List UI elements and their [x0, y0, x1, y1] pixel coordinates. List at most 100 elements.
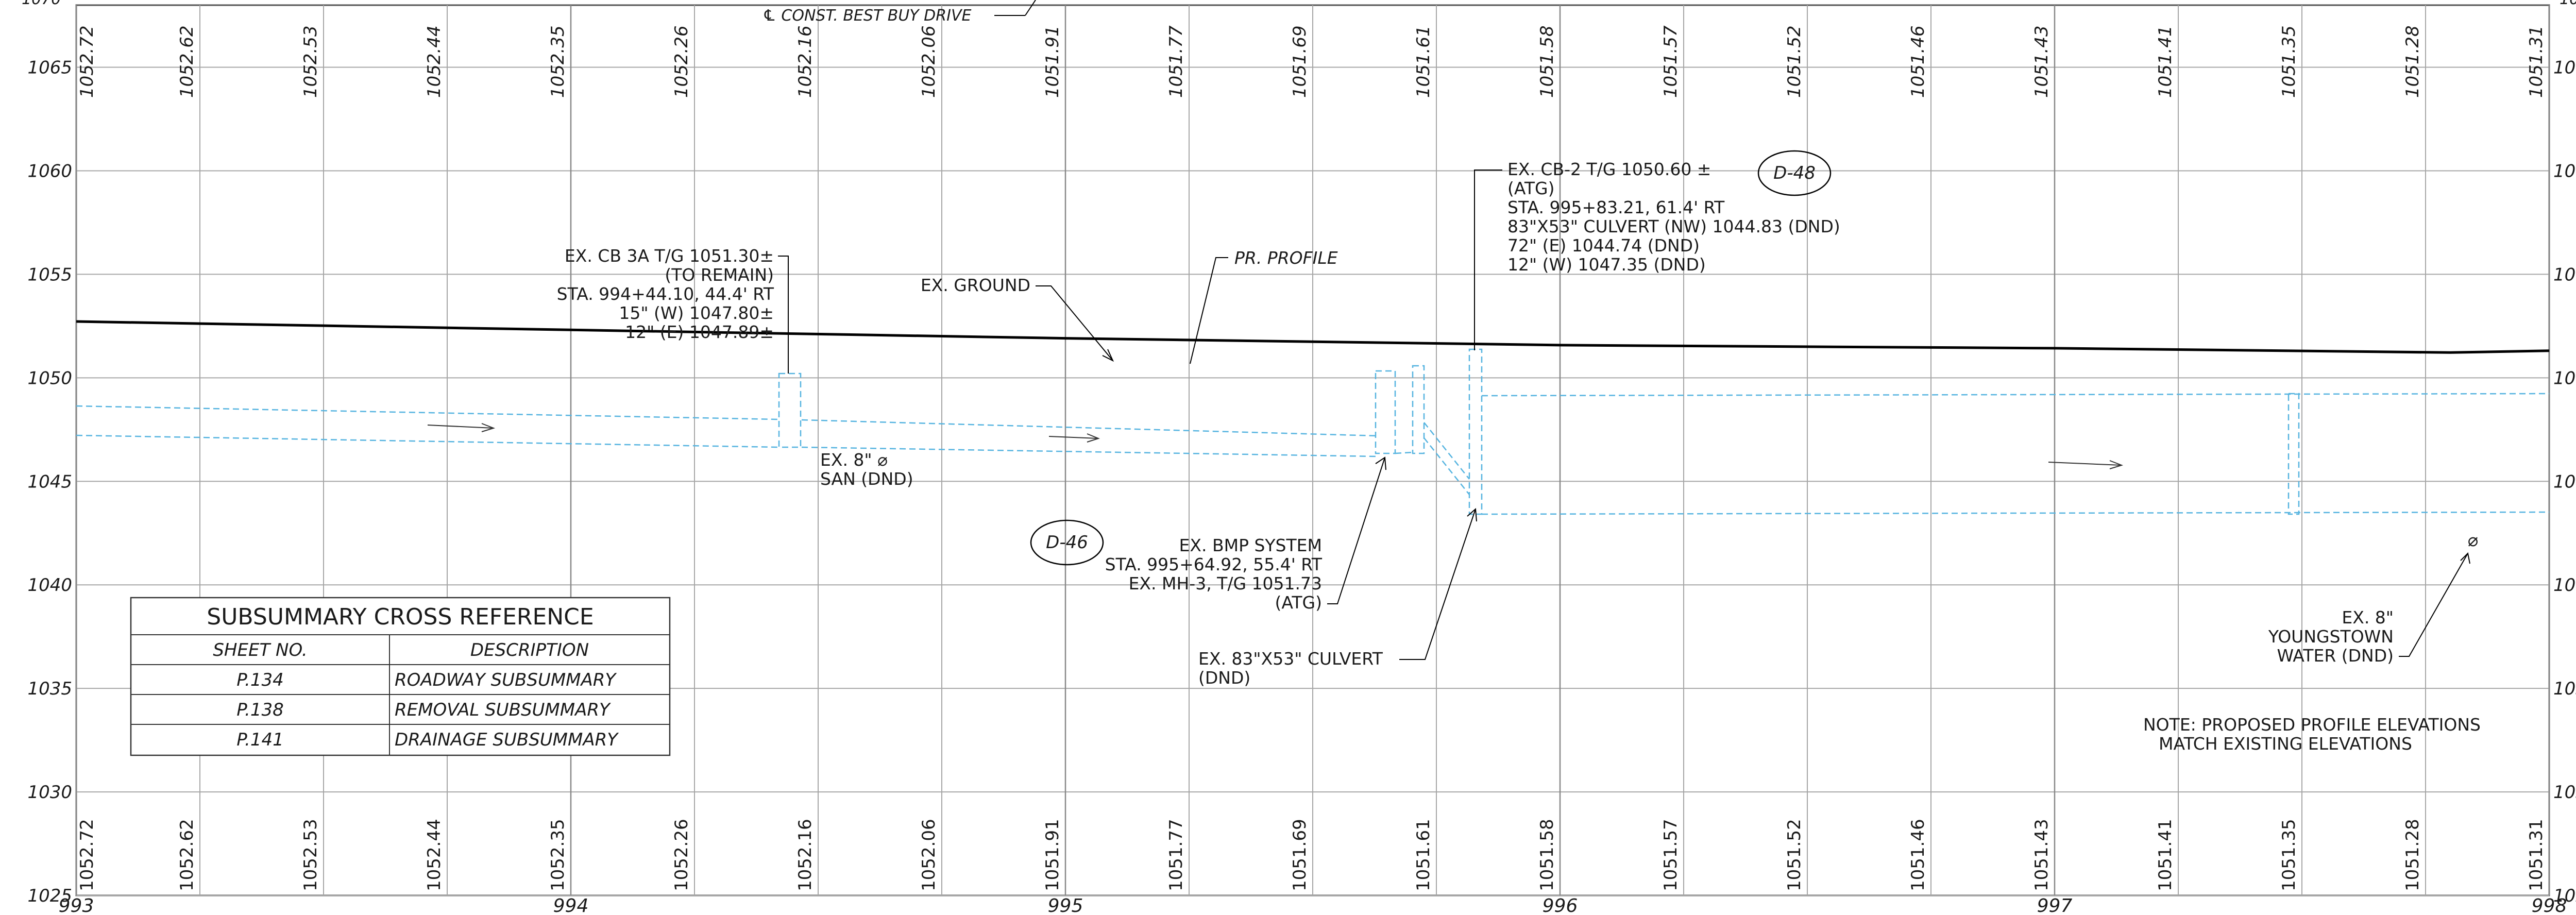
station-label: 993	[59, 895, 94, 915]
table-header-description: DESCRIPTION	[470, 640, 589, 660]
flow-arrow-2	[1048, 436, 1099, 439]
san-line-1: EX. 8" ⌀	[820, 450, 888, 470]
flow-arrow-3	[2048, 462, 2122, 466]
storm-pipe-top-west	[76, 405, 779, 420]
note-line-1: NOTE: PROPOSED PROFILE ELEVATIONS	[2143, 715, 2481, 735]
top-elevation-label: 1051.57	[1660, 25, 1681, 98]
water-line-2: YOUNGSTOWN	[2268, 626, 2394, 647]
d46-tag-outline	[1030, 519, 1104, 566]
bottom-elevation-label: 1052.16	[795, 819, 816, 891]
flow-arrows	[427, 423, 2124, 469]
cb2-line-1: EX. CB-2 T/G 1050.60 ±	[1507, 159, 1711, 179]
profile-grid	[75, 4, 2550, 896]
flow-arrow-1-head	[481, 423, 496, 432]
bottom-elevation-label: 1051.31	[2526, 819, 2547, 891]
flow-arrow-2-head	[1087, 433, 1100, 443]
cb2-line-2: (ATG)	[1507, 178, 1555, 198]
top-elevation-label: 1052.35	[548, 25, 568, 98]
top-elevation-label: 1051.52	[1784, 25, 1805, 98]
bmp-connector-1	[1395, 451, 1413, 454]
san-line-2: SAN (DND)	[820, 469, 913, 489]
table-cell-sheet-1: P.134	[236, 670, 284, 690]
top-elevation-label: 1052.72	[77, 25, 97, 98]
top-elevation-label: 1051.35	[2279, 25, 2299, 98]
culvert-leader	[1399, 509, 1476, 660]
bottom-elevation-label: 1052.26	[671, 819, 692, 891]
top-elevation-label: 1051.58	[1537, 25, 1557, 98]
bottom-elevation-label: 1051.46	[1908, 819, 1928, 891]
d48-tag-outline	[1757, 150, 1832, 196]
elevation-label-left: 1030	[27, 782, 72, 803]
bottom-elevation-label: 1052.62	[177, 819, 197, 891]
table-cell-sheet-2: P.138	[236, 700, 284, 720]
cb3a-line-2: (TO REMAIN)	[665, 265, 774, 285]
top-elevation-label: 1051.61	[1413, 25, 1434, 98]
elevation-label-left: 1025	[27, 886, 72, 906]
storm-pipe-bottom-mid	[801, 446, 1379, 458]
bottom-elevation-label: 1051.61	[1413, 819, 1434, 891]
subsummary-table: SUBSUMMARY CROSS REFERENCE SHEET NO. DES…	[130, 597, 671, 756]
top-elevation-label: 1052.06	[919, 25, 939, 98]
elevation-label-right: 1060	[2553, 161, 2576, 181]
cb2-line-3: STA. 995+83.21, 61.4' RT	[1507, 197, 1725, 217]
cb2-callout: EX. CB-2 T/G 1050.60 ± (ATG) STA. 995+83…	[1507, 159, 1840, 275]
table-header-sheet: SHEET NO.	[213, 640, 307, 660]
d48-tag: D-48	[1773, 163, 1816, 183]
bmp-structure-2	[1412, 365, 1425, 454]
storm-pipe-top-mid	[801, 419, 1379, 437]
water-valve-structure	[2287, 393, 2300, 515]
top-elevation-label: 1051.43	[2031, 25, 2052, 98]
pr-profile-label: PR. PROFILE	[1234, 248, 1338, 268]
ex-ground-arrow	[1102, 349, 1114, 362]
bottom-elevation-label: 1051.52	[1784, 819, 1805, 891]
storm-sewer-lines	[76, 348, 2550, 515]
water-line-1: EX. 8"	[2342, 607, 2394, 628]
water-leader	[2399, 553, 2468, 657]
water-arrow	[2460, 552, 2470, 564]
station-label: 997	[2037, 895, 2073, 915]
cb3a-leader	[778, 256, 789, 374]
bmp-line-4: (ATG)	[1275, 592, 1323, 613]
bmp-callout: EX. BMP SYSTEM STA. 995+64.92, 55.4' RT …	[1105, 535, 1323, 613]
cb3a-line-1: EX. CB 3A T/G 1051.30±	[565, 246, 774, 266]
top-cut-label-right: 1070	[2560, 0, 2576, 8]
bottom-elevation-label: 1052.44	[424, 819, 445, 891]
elevation-label-right: 1025	[2553, 886, 2576, 906]
bottom-elevation-label: 1052.06	[919, 819, 939, 891]
top-elevation-label: 1051.69	[1290, 25, 1310, 98]
bottom-elevation-label: 1051.77	[1166, 819, 1187, 891]
bmp-leader	[1327, 457, 1385, 604]
flow-arrow-3-head	[2109, 460, 2124, 469]
elevation-label-left: 1050	[27, 368, 72, 388]
cb3a-line-5: 12" (E) 1047.89±	[625, 322, 774, 342]
bmp-line-2: STA. 995+64.92, 55.4' RT	[1105, 554, 1323, 574]
bottom-elevation-label: 1051.91	[1042, 819, 1063, 891]
flow-arrow-1	[427, 425, 494, 429]
elevation-label-right: 1040	[2553, 575, 2576, 596]
table-cell-desc-3: DRAINAGE SUBSUMMARY	[395, 730, 619, 750]
top-elevation-label: 1051.46	[1908, 25, 1928, 98]
subsummary-table-border	[130, 597, 671, 756]
cb3a-structure	[778, 372, 802, 448]
culvert-bottom-east	[1481, 511, 2550, 515]
alignment-title: ℄ CONST. BEST BUY DRIVE	[762, 7, 971, 25]
table-cell-sheet-3: P.141	[236, 730, 284, 750]
water-symbol: ⌀	[2468, 530, 2478, 551]
title-leader-2	[1025, 0, 1036, 16]
bottom-elevation-label: 1052.72	[77, 819, 97, 891]
water-callout: EX. 8" YOUNGSTOWN WATER (DND)	[2268, 607, 2394, 666]
culvert-line-2: (DND)	[1198, 668, 1250, 688]
top-elevation-label: 1052.44	[424, 25, 445, 98]
top-elevation-label: 1052.53	[300, 25, 321, 98]
bmp-line-3: EX. MH-3, T/G 1051.73	[1129, 573, 1322, 594]
cb2-line-6: 12" (W) 1047.35 (DND)	[1507, 255, 1706, 275]
elevation-label-right: 1030	[2553, 782, 2576, 803]
elevation-label-left: 1065	[27, 58, 72, 78]
elevation-label-left: 1045	[27, 471, 72, 492]
culvert-arrow	[1467, 507, 1477, 522]
table-title: SUBSUMMARY CROSS REFERENCE	[207, 604, 594, 630]
top-elevation-label: 1051.31	[2526, 25, 2547, 98]
bmp-structure-1	[1375, 370, 1396, 454]
